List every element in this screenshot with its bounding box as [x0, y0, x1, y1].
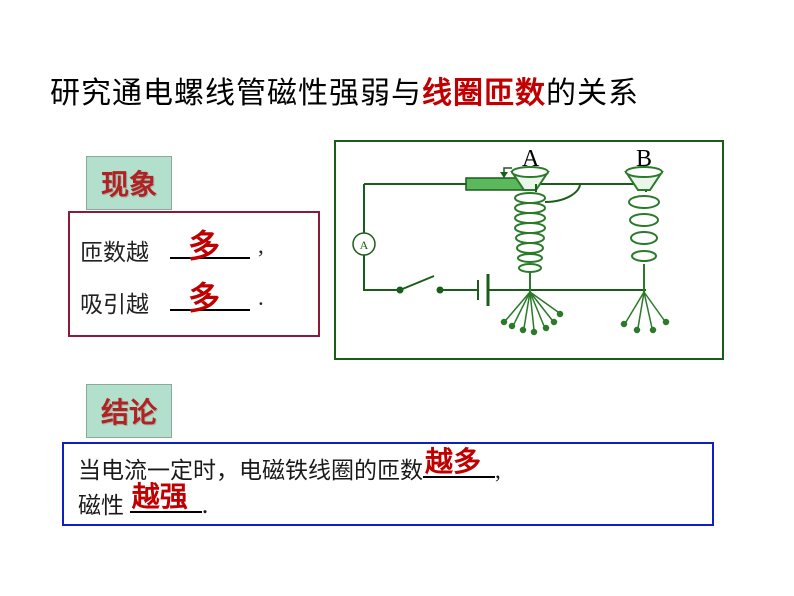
svg-text:A: A	[360, 238, 369, 252]
ph2-fill: 多	[188, 273, 220, 319]
ammeter: A	[353, 233, 375, 255]
circuit-svg: A B A	[336, 142, 722, 358]
c1-pre: 当电流一定时，电磁铁线圈的匝数	[78, 458, 423, 483]
ph2-pre: 吸引越	[80, 285, 149, 319]
c2-fill: 越强	[132, 481, 188, 515]
c2-punct: .	[202, 490, 209, 519]
ph2-punct: .	[258, 285, 264, 311]
title-pre: 研究通电螺线管磁性强弱与	[50, 77, 422, 110]
conclusion-label: 结论	[86, 384, 172, 438]
conclusion-box: 当电流一定时，电磁铁线圈的匝数越多, 磁性 越强.	[62, 442, 714, 526]
c1-punct: ,	[495, 458, 501, 483]
wiring	[364, 184, 646, 306]
phenomenon-line-2: 吸引越 多 .	[80, 279, 308, 331]
title-highlight: 线圈匝数	[422, 77, 546, 110]
page-title: 研究通电螺线管磁性强弱与线圈匝数的关系	[50, 68, 639, 112]
c1-blank: 越多	[423, 476, 495, 478]
phenomenon-label: 现象	[86, 156, 172, 210]
circuit-diagram: A B A	[334, 140, 724, 360]
ph1-punct: ,	[258, 233, 264, 259]
c1-fill: 越多	[425, 446, 481, 480]
ph1-pre: 匝数越	[80, 233, 149, 267]
coil-a	[502, 167, 581, 335]
phenomenon-box: 匝数越 多 , 吸引越 多 .	[68, 211, 320, 337]
ph1-fill: 多	[188, 221, 220, 267]
c2-pre: 磁性	[78, 493, 124, 518]
title-post: 的关系	[546, 77, 639, 110]
conclusion-line-2: 磁性 越强.	[78, 488, 698, 523]
phenomenon-line-1: 匝数越 多 ,	[80, 227, 308, 279]
c2-blank: 越强	[130, 511, 202, 513]
